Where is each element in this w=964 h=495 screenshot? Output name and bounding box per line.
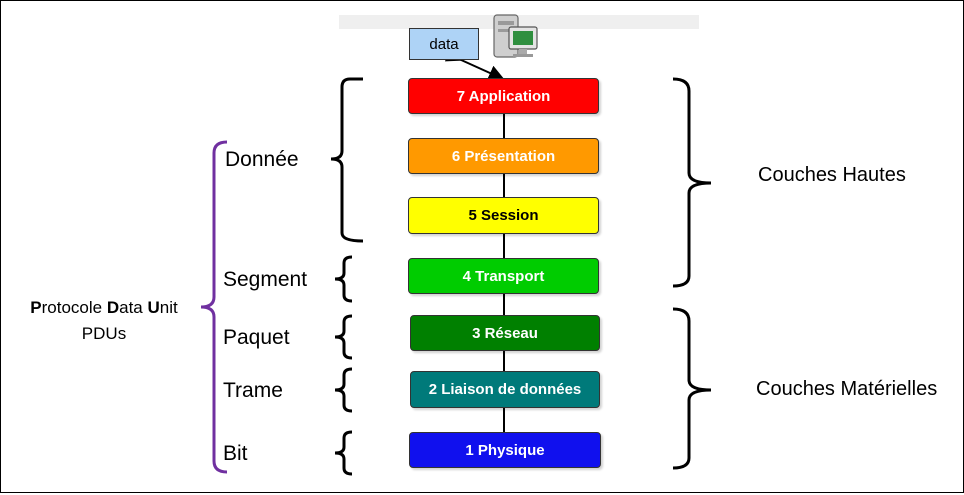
bracket-segment [334, 255, 353, 303]
layer-session: 5 Session [408, 197, 599, 234]
label-couches-hautes: Couches Hautes [758, 164, 906, 186]
pdu-title: Protocole Data Unit PDUs [9, 295, 199, 347]
pdu-paquet: Paquet [223, 326, 290, 349]
pdu-segment: Segment [223, 268, 308, 291]
bracket-couches-hautes [672, 77, 712, 288]
pdu-donnee: Donnée [225, 148, 299, 171]
layer-liaison: 2 Liaison de données [410, 371, 600, 408]
pdu-title-line1: Protocole Data Unit [30, 298, 178, 317]
faded-banner [339, 15, 699, 29]
bracket-couches-materielles [672, 307, 712, 470]
bracket-bit [334, 430, 353, 476]
bracket-trame [334, 367, 353, 413]
pdu-trame: Trame [223, 379, 283, 402]
layer-presentation: 6 Présentation [408, 138, 599, 174]
bracket-donnee [330, 77, 364, 243]
layer-application: 7 Application [408, 78, 599, 114]
layer-physique: 1 Physique [409, 432, 601, 468]
computer-icon [493, 14, 538, 58]
data-arrow [444, 46, 505, 81]
pdu-bit: Bit [223, 442, 248, 465]
pdu-title-line2: PDUs [81, 324, 127, 343]
bracket-pdu [200, 140, 228, 474]
bracket-paquet [334, 314, 353, 360]
data-box: data [409, 28, 479, 60]
layer-transport: 4 Transport [408, 258, 599, 294]
label-couches-materielles: Couches Matérielles [756, 378, 938, 400]
layer-reseau: 3 Réseau [410, 315, 600, 351]
